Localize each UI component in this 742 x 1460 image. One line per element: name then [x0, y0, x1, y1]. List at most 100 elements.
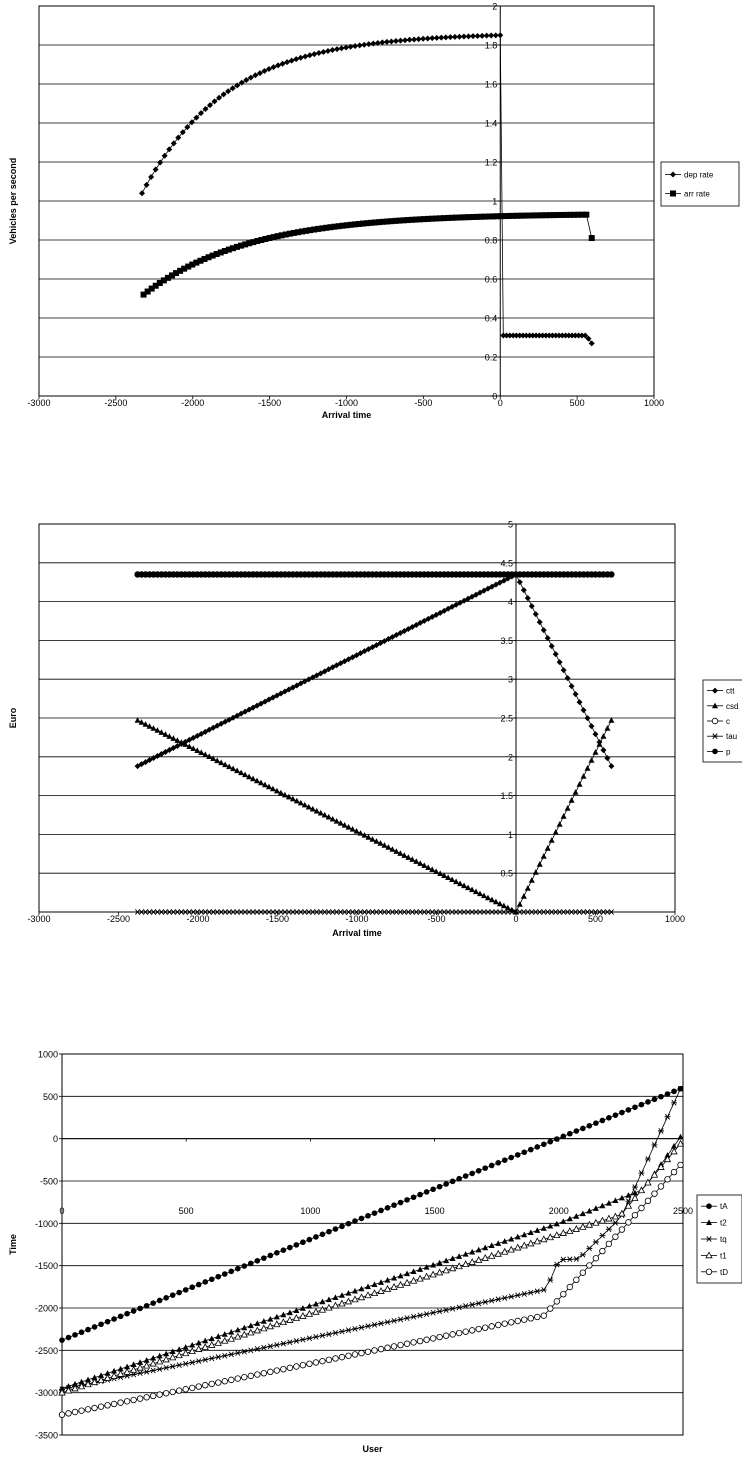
data-point: [579, 1210, 586, 1217]
x-tick-label: 1000: [644, 398, 664, 408]
data-point: [351, 1287, 358, 1294]
data-point: [507, 1245, 515, 1253]
data-point: [605, 1200, 612, 1206]
data-point: [208, 1355, 215, 1362]
data-point: [482, 1244, 489, 1251]
data-point: [579, 1222, 587, 1230]
data-point: [677, 1085, 684, 1092]
legend-label: dep rate: [684, 171, 714, 180]
y-axis-title: Vehicles per second: [8, 158, 18, 245]
data-point: [162, 1390, 170, 1397]
data-point: [162, 731, 169, 737]
data-point: [197, 257, 204, 264]
data-point: [166, 571, 173, 578]
data-point: [275, 62, 282, 69]
data-point: [612, 1112, 619, 1118]
x-tick-label: 2500: [673, 1206, 693, 1216]
legend-marker: [712, 687, 718, 694]
data-point: [202, 1356, 209, 1363]
data-point: [297, 799, 304, 806]
data-point: [546, 1233, 554, 1241]
legend-entry: p: [707, 747, 731, 756]
data-point: [516, 901, 523, 907]
data-point: [384, 1344, 391, 1351]
data-point: [298, 571, 304, 578]
data-point: [64, 1386, 73, 1394]
data-point: [411, 36, 418, 43]
data-point: [409, 1276, 418, 1284]
data-point: [402, 37, 409, 44]
data-point: [320, 48, 327, 55]
data-point: [392, 38, 399, 45]
data-point: [413, 571, 420, 578]
data-point: [477, 890, 484, 897]
data-point: [538, 212, 545, 219]
data-point: [150, 725, 157, 731]
data-point: [111, 1316, 117, 1322]
data-point: [338, 1299, 346, 1307]
data-point: [238, 79, 245, 86]
data-point: [284, 59, 291, 66]
data-point: [417, 1312, 424, 1319]
data-point: [388, 38, 395, 45]
data-point: [182, 741, 189, 747]
data-point: [349, 826, 356, 832]
data-point: [416, 216, 423, 223]
data-point: [163, 1295, 169, 1301]
data-point: [550, 212, 557, 219]
x-tick-label: -2000: [186, 914, 209, 924]
data-point: [449, 1305, 456, 1312]
y-tick-label: 2.5: [500, 714, 513, 724]
data-point: [663, 1155, 672, 1163]
data-point: [473, 571, 479, 578]
data-point: [169, 1292, 176, 1298]
data-point: [441, 571, 447, 578]
data-point: [441, 215, 448, 222]
data-point: [345, 571, 352, 578]
data-point: [433, 34, 440, 41]
data-point: [246, 240, 253, 247]
data-point: [430, 1186, 436, 1193]
data-point: [410, 1313, 417, 1320]
legend-entry: tA: [701, 1202, 728, 1211]
data-point: [333, 817, 340, 824]
x-tick-label: -500: [414, 398, 432, 408]
data-point: [475, 1325, 482, 1333]
data-point: [390, 1282, 398, 1290]
data-point: [234, 1375, 241, 1382]
data-point: [378, 1279, 385, 1285]
data-point: [358, 1285, 365, 1292]
data-point: [202, 751, 209, 758]
data-point: [429, 866, 436, 872]
data-point: [325, 571, 332, 578]
data-point: [420, 35, 427, 42]
y-tick-label: 2: [508, 752, 513, 762]
y-tick-label: 0.5: [500, 869, 513, 879]
data-point: [479, 32, 486, 39]
data-point: [274, 1250, 280, 1256]
data-point: [501, 1247, 509, 1255]
data-point: [421, 571, 428, 578]
data-point: [492, 32, 499, 39]
data-point: [664, 1113, 671, 1120]
data-point: [242, 571, 248, 578]
data-point: [241, 1348, 248, 1355]
y-tick-label: 0: [53, 1134, 58, 1144]
data-point: [97, 1376, 105, 1384]
data-point: [325, 1303, 333, 1311]
data-point: [671, 1088, 677, 1095]
legend-entry: csd: [707, 702, 738, 711]
data-point: [247, 1372, 255, 1380]
data-point: [405, 854, 412, 860]
data-point: [526, 212, 533, 219]
data-point: [391, 1202, 397, 1208]
data-point: [111, 1367, 118, 1374]
y-tick-label: 2: [492, 2, 497, 12]
data-point: [338, 45, 345, 52]
data-point: [210, 571, 217, 578]
data-point: [580, 571, 587, 578]
data-point: [190, 745, 197, 751]
data-point: [143, 1368, 150, 1375]
data-point: [221, 1271, 228, 1277]
data-point: [293, 1363, 300, 1370]
